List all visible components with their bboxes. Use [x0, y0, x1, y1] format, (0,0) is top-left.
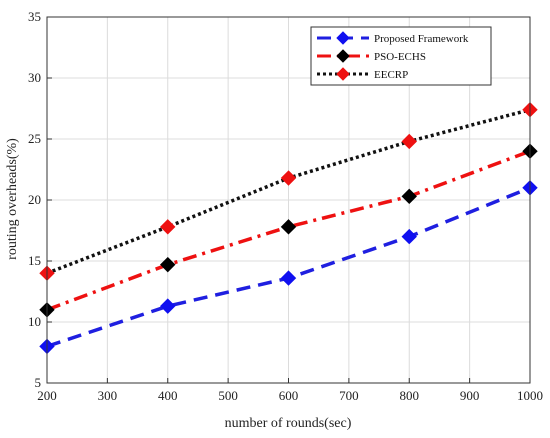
series-eecrp	[39, 102, 538, 281]
data-point-proposed-framework	[160, 298, 176, 314]
x-tick-label: 900	[460, 388, 480, 403]
x-tick-label: 600	[279, 388, 299, 403]
tick-labels: 200 300 400 500 600 700 800 900 1000 5 10 15 20 25 30 3…	[28, 9, 543, 403]
x-tick-label: 700	[339, 388, 359, 403]
data-point-pso-echs	[160, 256, 176, 273]
legend-marker-eecrp	[336, 67, 350, 81]
y-axis-label: routing overheads(%)	[5, 138, 20, 260]
x-tick-label: 1000	[517, 388, 543, 403]
legend-label-proposed-framework: Proposed Framework	[374, 33, 469, 45]
data-point-pso-echs	[280, 219, 297, 235]
y-tick-label: 30	[28, 70, 41, 85]
legend-item-proposed-framework: Proposed Framework	[317, 31, 469, 45]
x-tick-label: 500	[218, 388, 238, 403]
legend-label-pso-echs: PSO-ECHS	[374, 51, 426, 63]
legend-item-eecrp: EECRP	[317, 67, 408, 81]
series-group	[39, 102, 538, 355]
data-point-eecrp	[401, 133, 417, 150]
y-tick-label: 5	[35, 375, 42, 390]
data-point-eecrp	[160, 219, 176, 235]
series-proposed-framework	[39, 180, 538, 355]
data-point-proposed-framework	[280, 270, 297, 286]
data-point-eecrp	[280, 170, 297, 186]
y-tick-label: 15	[28, 253, 41, 268]
axes	[46, 16, 531, 384]
x-tick-label: 300	[98, 388, 118, 403]
legend-marker-pso-echs	[336, 49, 350, 63]
x-axis-label: number of rounds(sec)	[225, 416, 352, 431]
x-tick-label: 800	[400, 388, 420, 403]
legend-item-pso-echs: PSO-ECHS	[317, 49, 426, 63]
x-tick-label: 400	[158, 388, 178, 403]
x-tick-label: 200	[37, 388, 57, 403]
legend-marker-proposed-framework	[336, 31, 350, 45]
legend-label-eecrp: EECRP	[374, 69, 408, 81]
y-tick-label: 10	[28, 314, 41, 329]
data-point-proposed-framework	[401, 228, 417, 245]
y-tick-label: 35	[28, 9, 41, 24]
legend: Proposed Framework PSO-ECHS EECRP	[310, 26, 492, 86]
y-tick-label: 25	[28, 131, 41, 146]
y-tick-label: 20	[28, 192, 41, 207]
data-point-pso-echs	[401, 188, 417, 205]
